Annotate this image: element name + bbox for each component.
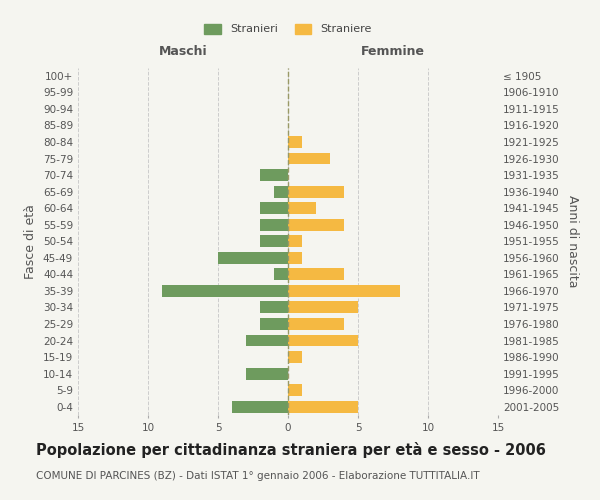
Bar	[288, 285, 400, 297]
Bar	[288, 351, 302, 363]
Bar	[260, 169, 288, 181]
Text: Femmine: Femmine	[361, 44, 425, 58]
Bar	[218, 252, 288, 264]
Bar	[288, 218, 344, 230]
Bar	[246, 334, 288, 346]
Text: COMUNE DI PARCINES (BZ) - Dati ISTAT 1° gennaio 2006 - Elaborazione TUTTITALIA.I: COMUNE DI PARCINES (BZ) - Dati ISTAT 1° …	[36, 471, 479, 481]
Y-axis label: Anni di nascita: Anni di nascita	[566, 195, 579, 288]
Bar	[288, 252, 302, 264]
Bar	[288, 186, 344, 198]
Bar	[288, 318, 344, 330]
Bar	[288, 202, 316, 214]
Bar	[288, 302, 358, 314]
Bar	[288, 384, 302, 396]
Y-axis label: Fasce di età: Fasce di età	[25, 204, 37, 279]
Bar	[260, 236, 288, 247]
Bar	[288, 401, 358, 412]
Bar	[274, 186, 288, 198]
Bar	[274, 268, 288, 280]
Bar	[260, 202, 288, 214]
Bar	[288, 334, 358, 346]
Legend: Stranieri, Straniere: Stranieri, Straniere	[200, 19, 376, 39]
Bar	[288, 268, 344, 280]
Text: Maschi: Maschi	[158, 44, 208, 58]
Bar	[260, 318, 288, 330]
Bar	[288, 136, 302, 148]
Bar	[260, 218, 288, 230]
Bar	[288, 236, 302, 247]
Text: Popolazione per cittadinanza straniera per età e sesso - 2006: Popolazione per cittadinanza straniera p…	[36, 442, 546, 458]
Bar	[246, 368, 288, 380]
Bar	[232, 401, 288, 412]
Bar	[288, 152, 330, 164]
Bar	[260, 302, 288, 314]
Bar	[162, 285, 288, 297]
